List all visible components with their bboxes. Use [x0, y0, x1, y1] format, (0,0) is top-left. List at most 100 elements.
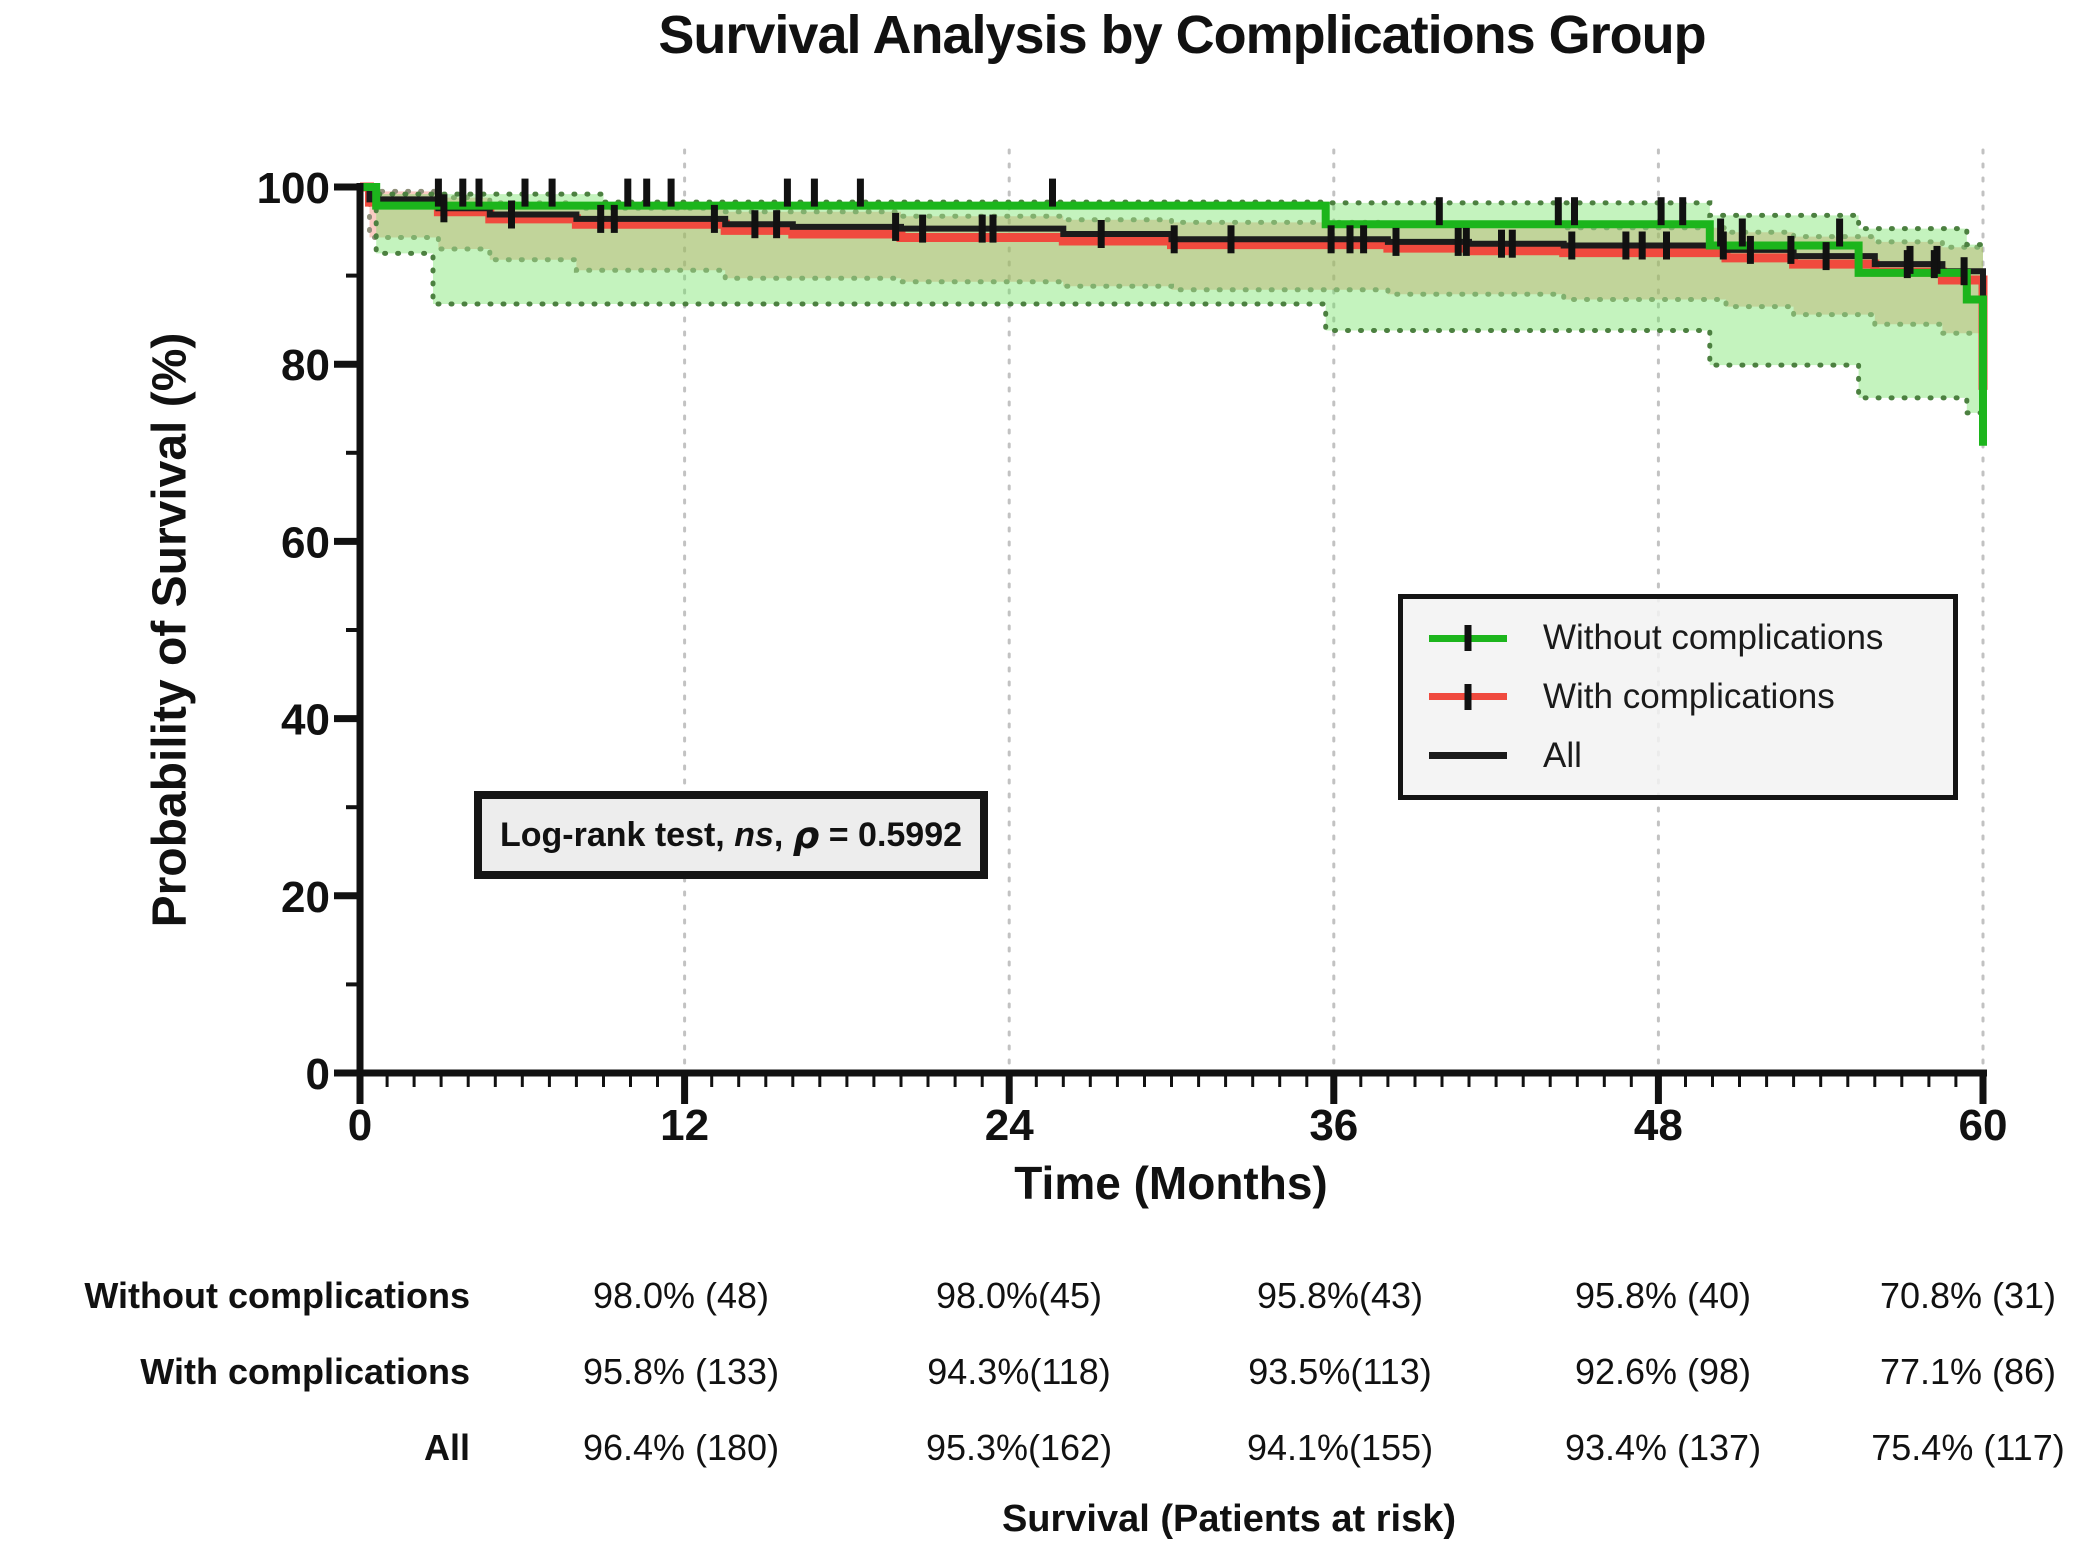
censor-tick-mark	[1508, 229, 1516, 258]
censor-tick-mark	[1836, 218, 1844, 247]
x-axis-title: Time (Months)	[1014, 1157, 1328, 1209]
censor-tick-mark	[624, 178, 632, 207]
annotation-ns: ns	[734, 815, 774, 854]
risk-value: 92.6% (98)	[1574, 1351, 1752, 1392]
risk-value: 75.4% (117)	[1871, 1427, 2065, 1468]
censor-tick-mark	[1170, 225, 1178, 254]
risk-value: 98.0%(45)	[935, 1275, 1103, 1316]
risk-table-caption: Survival (Patients at risk)	[1001, 1498, 1457, 1540]
risk-table-row: With complications 95.8% (133) 94.3%(118…	[0, 1348, 2091, 1396]
censor-tick-mark	[1568, 231, 1576, 260]
censor-tick-mark	[1498, 229, 1505, 258]
censor-tick-mark	[1462, 227, 1470, 256]
y-tick-label: 60	[281, 518, 330, 567]
censor-tick-mark	[892, 212, 900, 241]
censor-tick-mark	[440, 194, 448, 223]
censor-tick-mark	[1346, 225, 1354, 254]
censor-tick-mark	[1679, 197, 1687, 226]
y-tick-label: 20	[281, 873, 330, 922]
log-rank-annotation: Log-rank test, ns, ρ = 0.5992	[474, 791, 988, 879]
censor-tick-mark	[1571, 197, 1578, 226]
censor-tick-mark	[1960, 257, 1968, 286]
censor-tick-mark	[434, 178, 442, 207]
legend-line-sample-green-icon	[1429, 625, 1507, 652]
censor-tick-mark	[1657, 197, 1665, 226]
censor-tick-mark	[919, 214, 927, 243]
censor-tick-mark	[459, 178, 467, 207]
ci-lower-bound	[357, 184, 1986, 336]
censor-tick-mark	[1227, 225, 1235, 254]
y-tick-label: 40	[281, 696, 330, 745]
risk-row-label: With complications	[140, 1351, 470, 1392]
x-tick-label: 36	[1309, 1101, 1358, 1150]
censor-tick-mark	[1719, 231, 1727, 260]
censor-tick-mark	[1663, 231, 1670, 260]
censor-tick-mark	[1392, 227, 1400, 256]
risk-row-label: All	[423, 1427, 470, 1468]
censor-tick-mark	[1554, 197, 1562, 226]
risk-value: 95.8% (40)	[1574, 1275, 1752, 1316]
y-tick-label: 0	[306, 1050, 330, 1099]
censor-tick-mark	[1360, 225, 1368, 254]
legend-label: All	[1543, 735, 1582, 775]
censor-tick-mark	[773, 210, 781, 239]
censor-tick-mark	[856, 178, 864, 207]
ci-lower-bound	[357, 184, 1986, 416]
risk-value: 70.8% (31)	[1879, 1275, 2057, 1316]
legend-line-sample-red-icon	[1429, 683, 1507, 710]
risk-value: 95.8% (133)	[582, 1351, 780, 1392]
censor-tick-icon	[1464, 683, 1472, 710]
censor-tick-mark	[1327, 225, 1335, 254]
x-tick-label: 0	[348, 1101, 372, 1150]
y-axis-title: Probability of Survival (%)	[143, 332, 197, 928]
risk-value: 96.4% (180)	[582, 1427, 780, 1468]
censor-tick-mark	[643, 178, 651, 207]
legend-line-sample-black-icon	[1429, 752, 1507, 760]
risk-table-row: All 96.4% (180) 95.3%(162) 94.1%(155) 93…	[0, 1424, 2091, 1472]
risk-value: 94.1%(155)	[1246, 1427, 1434, 1468]
censor-tick-mark	[751, 210, 759, 239]
censor-tick-icon	[1464, 625, 1472, 652]
censor-tick-mark	[989, 214, 997, 243]
censor-tick-mark	[1903, 250, 1911, 279]
censor-tick-mark	[548, 178, 556, 207]
legend-item-with-complications: With complications	[1429, 677, 1943, 717]
censor-tick-mark	[610, 204, 618, 233]
legend-label: With complications	[1543, 676, 1835, 716]
censor-tick-mark	[810, 178, 818, 207]
annotation-value: = 0.5992	[819, 815, 963, 854]
legend-item-without-complications: Without complications	[1429, 618, 1943, 658]
censor-tick-mark	[1822, 242, 1830, 271]
ci-upper-bound	[357, 184, 1986, 248]
risk-value: 94.3%(118)	[927, 1351, 1111, 1392]
y-tick-label: 100	[257, 164, 330, 213]
risk-value: 77.1% (86)	[1879, 1351, 2057, 1392]
x-tick-label: 48	[1634, 1101, 1683, 1150]
risk-value: 95.8%(43)	[1256, 1275, 1424, 1316]
censor-tick-mark	[1930, 250, 1938, 279]
censor-tick-mark	[597, 204, 605, 233]
annotation-text: Log-rank test,	[499, 815, 735, 854]
risk-table-row: Without complications 98.0% (48) 98.0%(4…	[0, 1272, 2091, 1320]
legend-item-all: All	[1429, 736, 1943, 776]
censor-tick-mark	[1638, 231, 1646, 260]
censor-tick-mark	[1435, 197, 1443, 226]
survival-curve-without-complications	[360, 183, 1987, 446]
censor-tick-mark	[1049, 178, 1056, 207]
censor-tick-mark	[508, 200, 515, 229]
legend-box: Without complications With complications…	[1398, 594, 1958, 800]
risk-value: 98.0% (48)	[592, 1275, 770, 1316]
x-tick-label: 12	[660, 1101, 709, 1150]
censor-tick-mark	[475, 178, 483, 207]
chart-title: Survival Analysis by Complications Group	[658, 5, 1706, 65]
legend-label: Without complications	[1543, 618, 1884, 658]
annotation-rho-symbol: ρ	[792, 813, 820, 857]
censor-tick-mark	[783, 178, 791, 207]
x-tick-label: 60	[1959, 1101, 2008, 1150]
risk-value: 93.4% (137)	[1564, 1427, 1762, 1468]
censor-tick-mark	[1622, 231, 1630, 260]
y-tick-label: 80	[281, 341, 330, 390]
censor-tick-mark	[710, 204, 718, 233]
risk-value: 95.3%(162)	[925, 1427, 1113, 1468]
